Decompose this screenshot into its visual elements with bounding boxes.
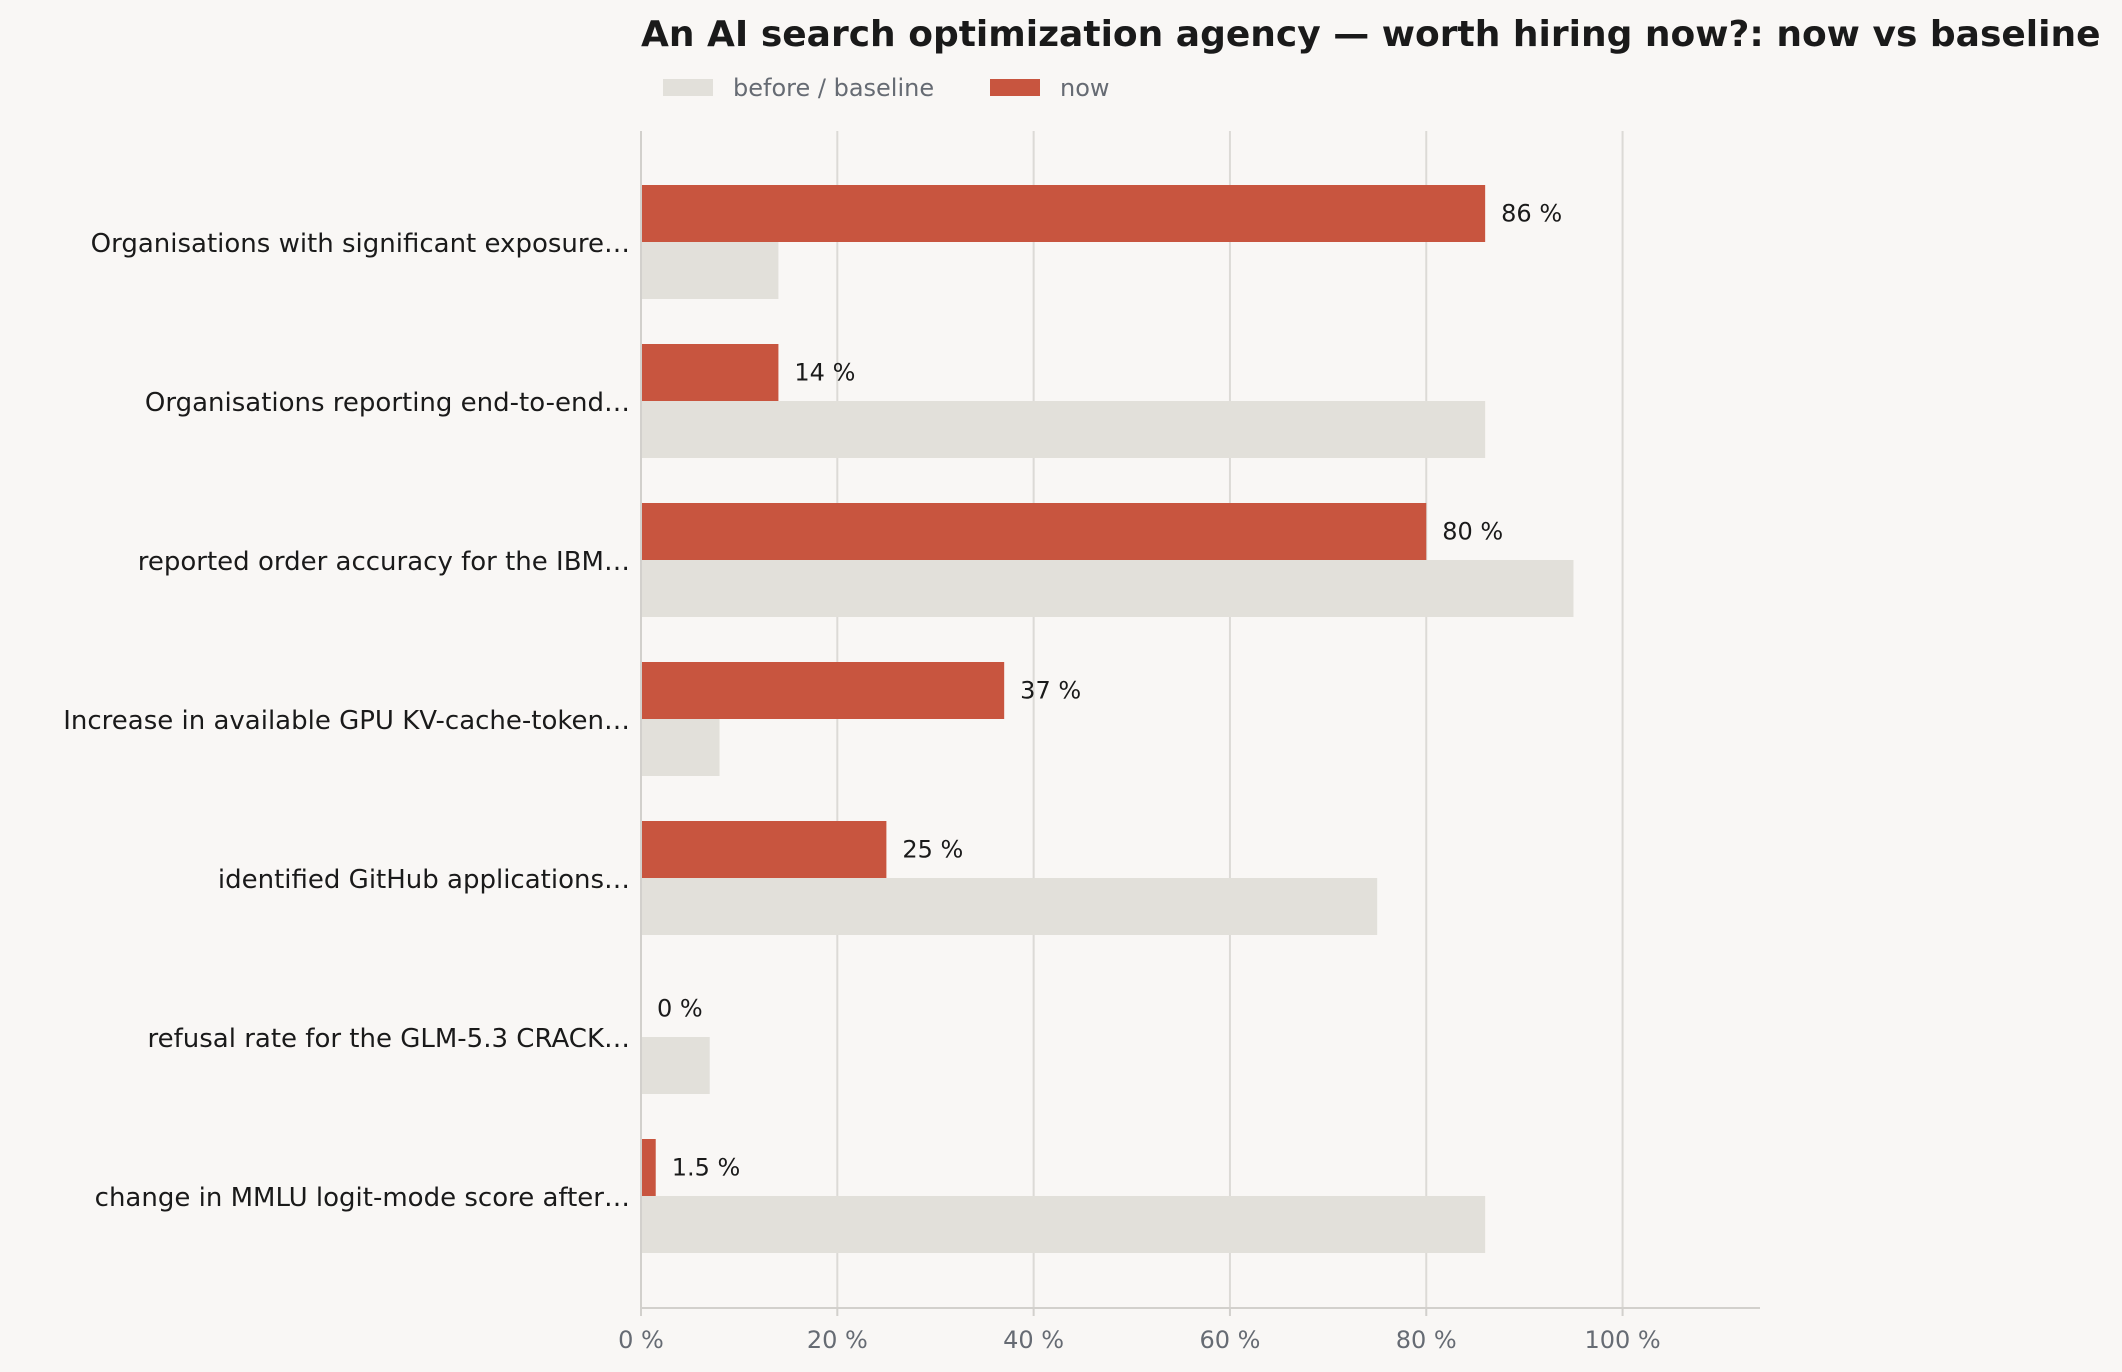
value-label: 1.5 %	[672, 1154, 741, 1182]
legend-label: before / baseline	[733, 74, 934, 102]
legend-swatch	[663, 79, 713, 96]
bar-baseline	[641, 1196, 1486, 1253]
category-label: Organisations reporting end-to-end…	[145, 388, 630, 418]
grid	[836, 131, 1624, 1308]
bar-baseline	[641, 242, 779, 299]
bars: 86 % Organisations with significant expos…	[63, 185, 1574, 1253]
category-label: change in MMLU logit-mode score after…	[95, 1183, 630, 1213]
value-label: 25 %	[902, 836, 963, 864]
category-label: identified GitHub applications…	[218, 865, 630, 895]
axes: 0 % 20 % 40 % 60 % 80 % 100 %	[618, 131, 1760, 1354]
bar-now	[641, 1139, 656, 1196]
x-tick-label: 40 %	[1003, 1326, 1064, 1354]
bar-now	[641, 503, 1427, 560]
category-label: refusal rate for the GLM-5.3 CRACK…	[148, 1024, 631, 1054]
bar-now	[641, 662, 1005, 719]
category-label: reported order accuracy for the IBM…	[138, 547, 630, 577]
value-label: 80 %	[1442, 518, 1503, 546]
x-tick-label: 100 %	[1584, 1326, 1660, 1354]
chart-title: An AI search optimization agency — worth…	[641, 14, 2101, 55]
value-label: 0 %	[657, 995, 703, 1023]
bar-now	[641, 344, 779, 401]
category-label: Increase in available GPU KV-cache-token…	[63, 706, 630, 736]
value-label: 37 %	[1020, 677, 1081, 705]
bar-now	[641, 185, 1486, 242]
legend-swatch	[990, 79, 1040, 96]
legend-label: now	[1060, 74, 1110, 102]
legend: before / baseline now	[663, 74, 1110, 102]
value-label: 14 %	[794, 359, 855, 387]
x-tick-label: 80 %	[1396, 1326, 1457, 1354]
bar-baseline	[641, 719, 720, 776]
bar-baseline	[641, 560, 1574, 617]
x-tick-label: 0 %	[618, 1326, 664, 1354]
x-tick-label: 20 %	[807, 1326, 868, 1354]
bar-baseline	[641, 401, 1486, 458]
bar-now	[641, 821, 887, 878]
category-label: Organisations with significant exposure…	[91, 229, 630, 259]
bar-baseline	[641, 878, 1378, 935]
x-tick-label: 60 %	[1199, 1326, 1260, 1354]
value-label: 86 %	[1501, 200, 1562, 228]
bar-baseline	[641, 1037, 710, 1094]
